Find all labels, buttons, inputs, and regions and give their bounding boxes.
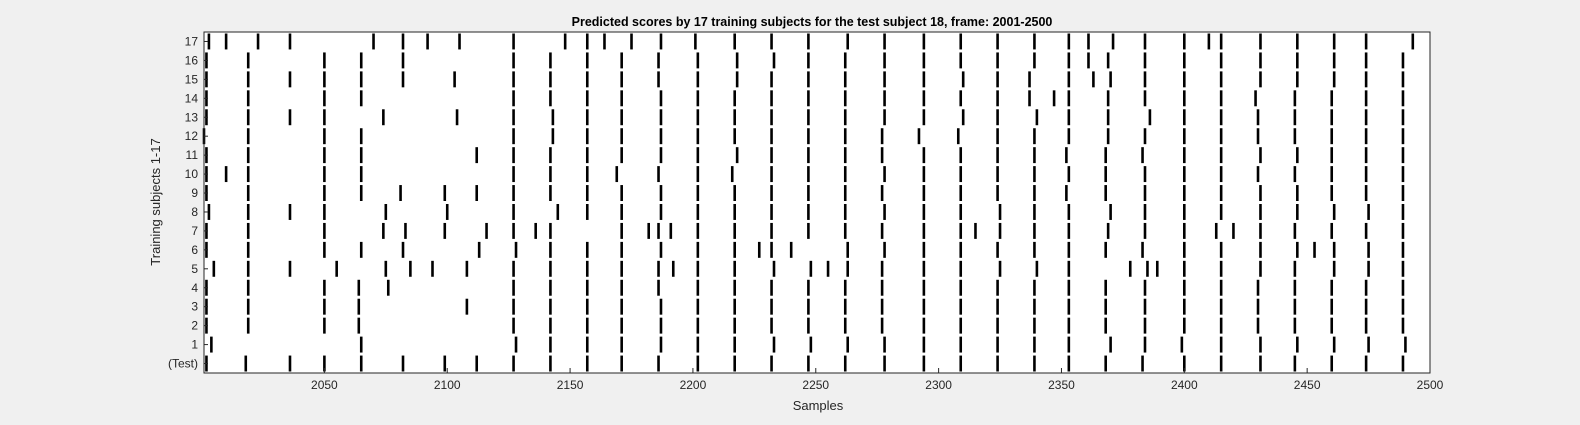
x-tick-label: 2450 <box>1294 378 1321 392</box>
y-axis-label: Training subjects 1-17 <box>148 138 163 265</box>
raster-row <box>205 90 1405 107</box>
raster-row <box>205 222 1405 239</box>
x-tick-label: 2400 <box>1171 378 1198 392</box>
y-tick-label: 10 <box>185 167 199 181</box>
y-tick-label: 6 <box>191 243 198 257</box>
x-tick-label: 2350 <box>1048 378 1075 392</box>
y-tick-label: 13 <box>185 110 199 124</box>
plot-area <box>204 32 1430 373</box>
y-tick-label: 8 <box>191 205 198 219</box>
raster-row <box>205 166 1405 183</box>
y-tick-label: 2 <box>191 319 198 333</box>
raster-row <box>212 260 1405 277</box>
y-tick-label: 4 <box>191 281 198 295</box>
raster-row <box>205 355 1405 372</box>
x-tick-label: 2300 <box>925 378 952 392</box>
y-tick-label: 16 <box>185 53 199 67</box>
y-tick-label: 14 <box>185 91 199 105</box>
y-tick-label: 5 <box>191 262 198 276</box>
y-tick-label: 12 <box>185 129 199 143</box>
event-lines <box>202 33 1415 372</box>
y-tick-label: 11 <box>186 148 199 162</box>
raster-row <box>205 185 1405 201</box>
y-tick-label: 1 <box>191 338 198 352</box>
raster-row <box>205 109 1405 126</box>
x-axis-label: Samples <box>793 398 844 413</box>
raster-row <box>202 128 1405 145</box>
raster-row <box>205 241 1405 258</box>
axes-box <box>203 31 1431 374</box>
x-tick-label: 2150 <box>557 378 584 392</box>
y-tick-label: 7 <box>191 224 198 238</box>
x-tick-label: 2100 <box>434 378 461 392</box>
x-tick-label: 2050 <box>311 378 338 392</box>
raster-row <box>205 147 1405 164</box>
x-tick-label: 2500 <box>1417 378 1444 392</box>
raster-row <box>205 279 1405 296</box>
raster-row <box>205 298 1405 315</box>
y-tick-label: 9 <box>191 186 198 200</box>
raster-row <box>205 71 1405 88</box>
raster-row <box>210 336 1407 353</box>
y-tick-label: 15 <box>185 72 199 86</box>
chart-title: Predicted scores by 17 training subjects… <box>572 15 1053 29</box>
x-tick-label: 2250 <box>802 378 829 392</box>
raster-row <box>207 33 1415 50</box>
y-tick-label: 17 <box>185 34 199 48</box>
x-tick-labels: 2050 2100 2150 2200 2250 2300 2350 2400 2450 2500 <box>311 368 1444 392</box>
y-tick-label: 3 <box>191 300 198 314</box>
y-tick-label: (Test) <box>168 357 198 371</box>
raster-row <box>207 204 1405 220</box>
x-tick-label: 2200 <box>680 378 707 392</box>
raster-row <box>205 52 1405 69</box>
raster-row <box>205 317 1405 334</box>
